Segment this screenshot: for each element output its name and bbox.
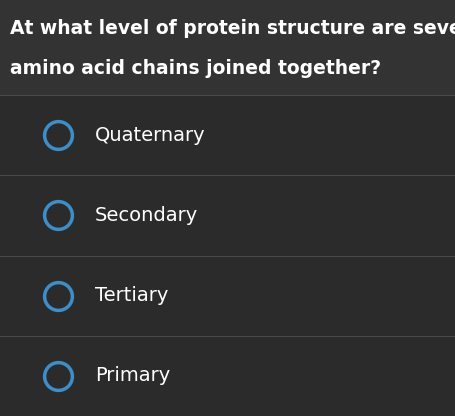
Text: At what level of protein structure are several: At what level of protein structure are s… [10, 18, 455, 37]
Text: Quaternary: Quaternary [95, 126, 206, 145]
Bar [0, 0, 455, 95]
Text: Primary: Primary [95, 366, 170, 385]
Text: Tertiary: Tertiary [95, 286, 168, 305]
Text: Secondary: Secondary [95, 206, 198, 225]
Text: amino acid chains joined together?: amino acid chains joined together? [10, 59, 381, 77]
